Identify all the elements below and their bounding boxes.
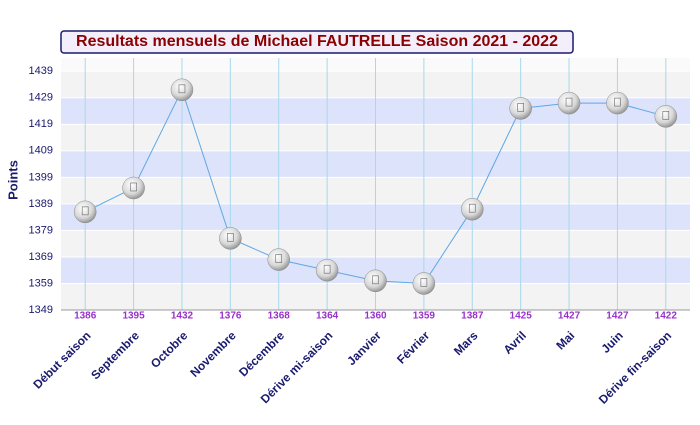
value-label: 1422 (655, 311, 678, 322)
value-label: 1360 (364, 311, 387, 322)
point-icon (662, 111, 670, 120)
data-point (557, 91, 581, 115)
value-label: 1387 (461, 311, 484, 322)
x-tick-label: Octobre (148, 328, 191, 371)
y-tick-label: 1399 (29, 171, 53, 183)
point-icon (517, 103, 524, 112)
data-point (509, 97, 532, 120)
point-icon (178, 84, 186, 94)
value-label: 1427 (606, 311, 629, 322)
point-icon (372, 275, 379, 285)
data-point (412, 272, 436, 295)
x-tick-label: Décembre (236, 328, 287, 379)
y-tick-label: 1439 (29, 65, 53, 77)
value-label: 1386 (74, 311, 97, 322)
value-label: 1432 (171, 311, 194, 322)
point-icon (565, 97, 573, 107)
point-icon (614, 97, 621, 107)
data-point (219, 227, 242, 250)
chart-title: Resultats mensuels de Michael FAUTRELLE … (76, 33, 558, 50)
title-box (60, 30, 574, 54)
y-tick-label: 1369 (29, 251, 53, 263)
data-point (315, 258, 339, 282)
data-point (461, 197, 484, 221)
value-label: 1427 (558, 311, 581, 322)
x-tick-label: Février (394, 328, 432, 366)
y-tick-label: 1379 (29, 224, 53, 236)
y-tick-label: 1429 (29, 92, 53, 104)
plot: 1349 1359 1369 1379 1389 1399 1409 1419 1429 1439… (29, 58, 690, 407)
value-label: 1425 (510, 311, 533, 322)
point-icon (275, 254, 283, 263)
value-label: 1364 (316, 311, 339, 322)
point-icon (81, 206, 89, 216)
x-tick-label: Mai (553, 328, 577, 352)
data-point (170, 78, 194, 102)
point-icon (420, 278, 428, 287)
point-icon (323, 264, 331, 274)
point-icon (130, 182, 137, 192)
y-tick-label: 1359 (29, 277, 53, 289)
x-tick-label: Septembre (88, 328, 142, 382)
point-icon (468, 203, 476, 213)
x-tick-label: Novembre (187, 328, 239, 380)
data-point (122, 176, 145, 200)
value-label: 1359 (413, 311, 436, 322)
data-point (606, 91, 629, 115)
x-tick-label: Juin (598, 328, 625, 355)
y-tick-label: 1409 (29, 145, 53, 157)
x-tick-label: Avril (501, 328, 529, 356)
value-label: 1395 (122, 311, 145, 322)
x-tick-label: Janvier (344, 328, 384, 368)
value-label: 1376 (219, 311, 242, 322)
y-tick-label: 1389 (29, 198, 53, 210)
point-icon (227, 233, 234, 242)
y-tick-label: 1349 (29, 304, 53, 316)
data-point (364, 269, 387, 293)
data-point (73, 200, 97, 224)
value-label: 1368 (268, 311, 291, 322)
y-tick-label: 1419 (29, 118, 53, 130)
data-point (267, 248, 290, 271)
data-point (654, 105, 678, 128)
x-tick-label: Début saison (30, 328, 93, 391)
x-tick-label: Mars (451, 328, 481, 358)
y-axis-title: Points (5, 160, 20, 200)
